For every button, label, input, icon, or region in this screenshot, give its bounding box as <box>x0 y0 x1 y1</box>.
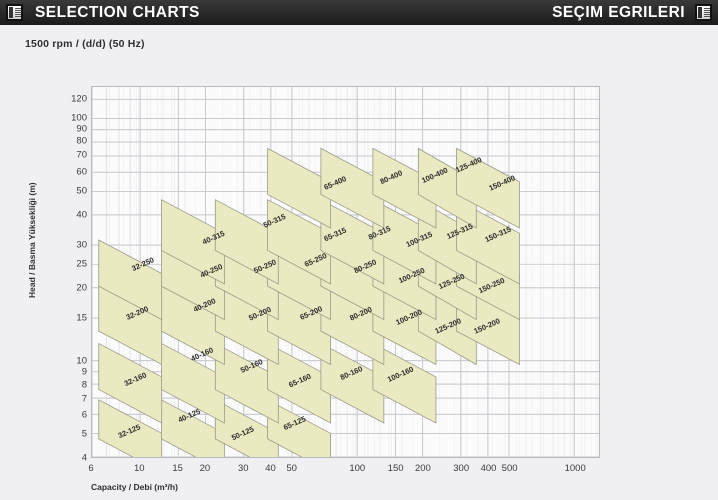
x-axis-tick: 15 <box>172 463 183 474</box>
y-axis-title: Head / Basma Yüksekliği (m) <box>27 182 37 298</box>
y-axis-tick: 15 <box>76 312 87 324</box>
x-axis-tick: 150 <box>387 463 404 474</box>
x-axis-tick: 200 <box>414 463 431 474</box>
y-axis-tick: 40 <box>76 209 87 221</box>
pump-range-regions: 32-12540-12550-12565-12532-16040-16050-1… <box>98 147 520 457</box>
y-axis-tick: 70 <box>76 149 87 161</box>
chart-subtitle: 1500 rpm / (d/d) (50 Hz) <box>25 38 145 50</box>
x-axis-tick: 100 <box>349 463 366 474</box>
x-axis-tick: 10 <box>134 463 145 474</box>
x-axis-tick: 40 <box>265 463 276 474</box>
x-axis-tick-labels: 6 10 15 20 30 40 50 100 150 200 300 400 500 1000 <box>88 463 600 479</box>
y-axis-tick: 120 <box>71 93 87 104</box>
x-axis-tick: 20 <box>199 463 211 474</box>
y-axis-tick: 30 <box>76 239 87 251</box>
title-bar: SELECTION CHARTS SEÇIM EGRILERI <box>0 0 718 25</box>
x-axis-tick: 400 <box>480 463 497 474</box>
x-axis-tick: 50 <box>286 463 297 474</box>
y-axis-tick: 100 <box>71 112 87 124</box>
y-axis-tick-labels: 4 5 6 7 8 9 10 15 20 25 30 40 50 60 70 80 90 100 120 <box>55 86 87 464</box>
x-axis-tick: 30 <box>238 463 249 474</box>
y-axis-tick: 25 <box>76 258 87 270</box>
y-axis-tick: 80 <box>76 135 87 147</box>
y-axis-tick: 7 <box>81 393 87 405</box>
x-axis-tick: 300 <box>453 463 470 474</box>
y-axis-tick: 8 <box>81 379 87 391</box>
x-axis-tick: 1000 <box>564 463 586 474</box>
y-axis-tick: 20 <box>76 282 87 294</box>
book-icon <box>695 4 712 21</box>
book-icon <box>6 4 23 21</box>
x-axis-title: Capacity / Debi (m³/h) <box>91 482 178 492</box>
selection-chart-plot-area: 32-125 40-125 50-125 65-125 32-160 40-160 50-1… <box>91 86 600 458</box>
y-axis-tick: 10 <box>76 355 87 367</box>
y-axis-tick: 50 <box>76 185 87 197</box>
y-axis-tick: 6 <box>81 409 87 421</box>
y-axis-tick: 90 <box>76 123 87 135</box>
y-axis-tick: 5 <box>81 428 87 440</box>
page-title-turkish: SEÇIM EGRILERI <box>552 3 685 21</box>
x-axis-tick: 6 <box>88 463 94 474</box>
y-axis-tick: 60 <box>76 166 87 178</box>
y-axis-tick: 9 <box>81 366 87 378</box>
page-title-english: SELECTION CHARTS <box>35 3 200 21</box>
x-axis-tick: 500 <box>501 463 518 474</box>
y-axis-tick: 4 <box>81 452 87 464</box>
